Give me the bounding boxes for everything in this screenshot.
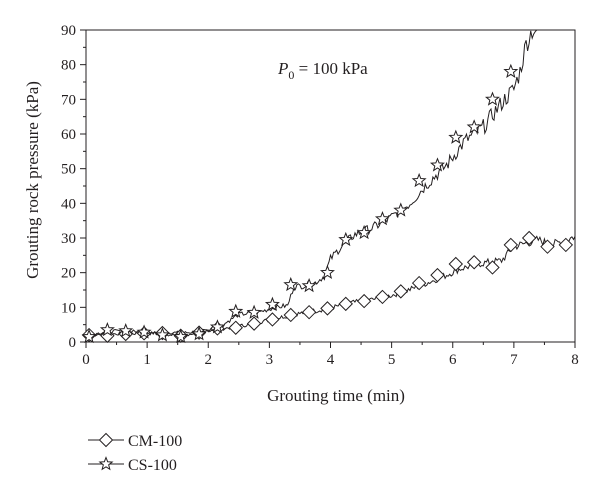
data-point-cm-100 [503, 237, 519, 253]
y-axis-title: Grouting rock pressure (kPa) [23, 81, 42, 279]
data-point-cs-100 [173, 328, 189, 344]
annotation-main: P [277, 59, 288, 78]
series-line-cm-100 [85, 235, 576, 337]
data-point-cs-100 [81, 328, 97, 344]
legend-item-cs-100 [88, 456, 124, 471]
x-tick-label: 3 [266, 352, 274, 368]
data-point-cs-100 [283, 276, 299, 292]
data-point-cs-100 [301, 277, 317, 293]
x-tick-label: 6 [449, 352, 457, 368]
x-tick-label: 5 [388, 352, 396, 368]
y-tick-label: 30 [61, 231, 76, 247]
x-tick-label: 4 [327, 352, 335, 368]
data-point-cs-100 [484, 91, 500, 106]
data-point-cs-100 [246, 304, 262, 319]
y-tick-label: 40 [61, 196, 76, 212]
data-point-cs-100 [356, 224, 372, 240]
annotation-sub: 0 [288, 68, 294, 82]
data-point-cm-100 [466, 255, 482, 270]
data-point-cs-100 [448, 129, 464, 144]
data-point-cm-100 [558, 237, 574, 253]
data-point-cs-100 [264, 296, 280, 311]
data-point-cs-100 [118, 323, 134, 338]
y-tick-label: 50 [61, 162, 76, 178]
data-point-cm-100 [448, 256, 464, 272]
y-tick-label: 10 [61, 300, 76, 316]
data-point-cm-100 [265, 312, 280, 327]
data-point-cm-100 [393, 284, 409, 299]
x-axis: 0 1 2 3 4 5 6 7 8 [82, 342, 579, 368]
series-cm-100 [81, 230, 576, 343]
data-point-cs-100 [228, 303, 244, 318]
data-point-cm-100 [338, 296, 353, 312]
legend: CM-100 CS-100 [88, 432, 182, 474]
data-point-cs-100 [393, 202, 409, 217]
data-point-cm-100 [430, 267, 445, 283]
data-point-cm-100 [540, 239, 555, 254]
data-point-cm-100 [320, 301, 335, 316]
data-point-cm-100 [228, 320, 243, 335]
y-tick-label: 70 [61, 92, 76, 108]
data-point-cs-100 [191, 326, 207, 341]
data-point-cs-100 [374, 211, 390, 226]
data-point-cs-100 [319, 264, 335, 280]
data-point-cm-100 [411, 275, 427, 291]
legend-item-cm-100 [88, 432, 124, 448]
x-tick-label: 2 [205, 352, 213, 368]
x-tick-label: 1 [143, 352, 151, 368]
data-point-cs-100 [411, 172, 427, 188]
annotation-rest: = 100 kPa [294, 59, 368, 78]
data-point-cm-100 [246, 316, 262, 331]
data-point-cm-100 [375, 289, 390, 305]
data-point-cm-100 [301, 304, 317, 320]
legend-label-cs-100: CS-100 [128, 457, 177, 474]
data-point-cs-100 [429, 157, 445, 172]
y-axis: 0 10 20 30 40 50 60 70 80 90 [61, 23, 86, 351]
y-tick-label: 60 [61, 127, 76, 143]
data-point-cs-100 [99, 321, 115, 337]
x-tick-label: 7 [510, 352, 518, 368]
x-tick-label: 8 [571, 352, 579, 368]
legend-marker-cm-100 [98, 432, 114, 448]
series-layer [81, 29, 576, 344]
y-tick-label: 80 [61, 58, 76, 74]
series-cs-100 [81, 29, 539, 344]
data-point-cs-100 [136, 324, 152, 339]
pressure-annotation: P0 = 100 kPa [277, 59, 368, 82]
x-tick-label: 0 [82, 352, 90, 368]
data-point-cm-100 [485, 260, 500, 275]
data-point-cs-100 [503, 63, 519, 78]
data-point-cs-100 [154, 327, 170, 342]
legend-label-cm-100: CM-100 [128, 433, 182, 450]
data-point-cm-100 [283, 307, 298, 323]
x-axis-title: Grouting time (min) [267, 386, 405, 405]
data-point-cs-100 [338, 231, 354, 247]
data-point-cs-100 [209, 319, 225, 334]
y-tick-label: 0 [69, 335, 77, 351]
data-point-cs-100 [466, 119, 482, 134]
data-point-cm-100 [356, 293, 372, 309]
data-point-cm-100 [521, 230, 537, 246]
y-tick-label: 90 [61, 23, 76, 39]
y-tick-label: 20 [61, 266, 76, 282]
legend-marker-cs-100 [98, 456, 114, 471]
